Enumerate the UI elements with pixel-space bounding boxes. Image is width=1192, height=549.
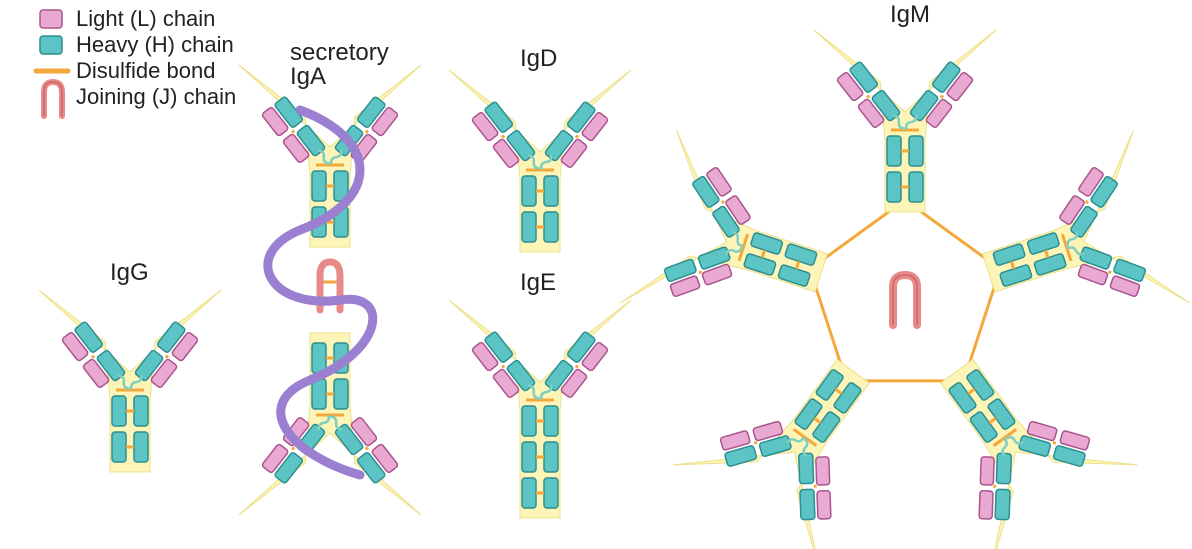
igd-monomer	[449, 70, 631, 252]
igm-unit-4	[620, 130, 849, 359]
igm-unit-1	[961, 130, 1190, 359]
legend-item-2: Disulfide bond	[36, 58, 215, 83]
igm-pentamer	[620, 30, 1190, 549]
label-sIgA: secretory	[290, 39, 389, 66]
label-IgE: IgE	[520, 269, 556, 296]
legend-label: Heavy (H) chain	[76, 32, 234, 57]
label-IgG: IgG	[110, 259, 149, 286]
legend-label: Disulfide bond	[76, 58, 215, 83]
secretory-iga	[239, 65, 421, 515]
label-IgD: IgD	[520, 45, 557, 72]
legend-label: Joining (J) chain	[76, 84, 236, 109]
label-sIgA: IgA	[290, 63, 326, 90]
legend-item-1: Heavy (H) chain	[40, 32, 234, 57]
igm-unit-2	[883, 318, 1137, 549]
legend: Light (L) chainHeavy (H) chainDisulfide …	[36, 6, 236, 116]
j-chain-icon	[893, 275, 917, 325]
iga-unit-bottom	[239, 333, 421, 515]
igm-unit-3	[673, 318, 927, 549]
igm-unit-0	[814, 30, 996, 212]
igg-monomer	[39, 290, 221, 472]
label-IgM: IgM	[890, 1, 930, 28]
legend-item-3: Joining (J) chain	[44, 82, 236, 116]
ige-monomer	[449, 300, 631, 518]
igm-disulfide-ring	[810, 200, 1000, 381]
legend-item-0: Light (L) chain	[40, 6, 215, 31]
legend-label: Light (L) chain	[76, 6, 215, 31]
